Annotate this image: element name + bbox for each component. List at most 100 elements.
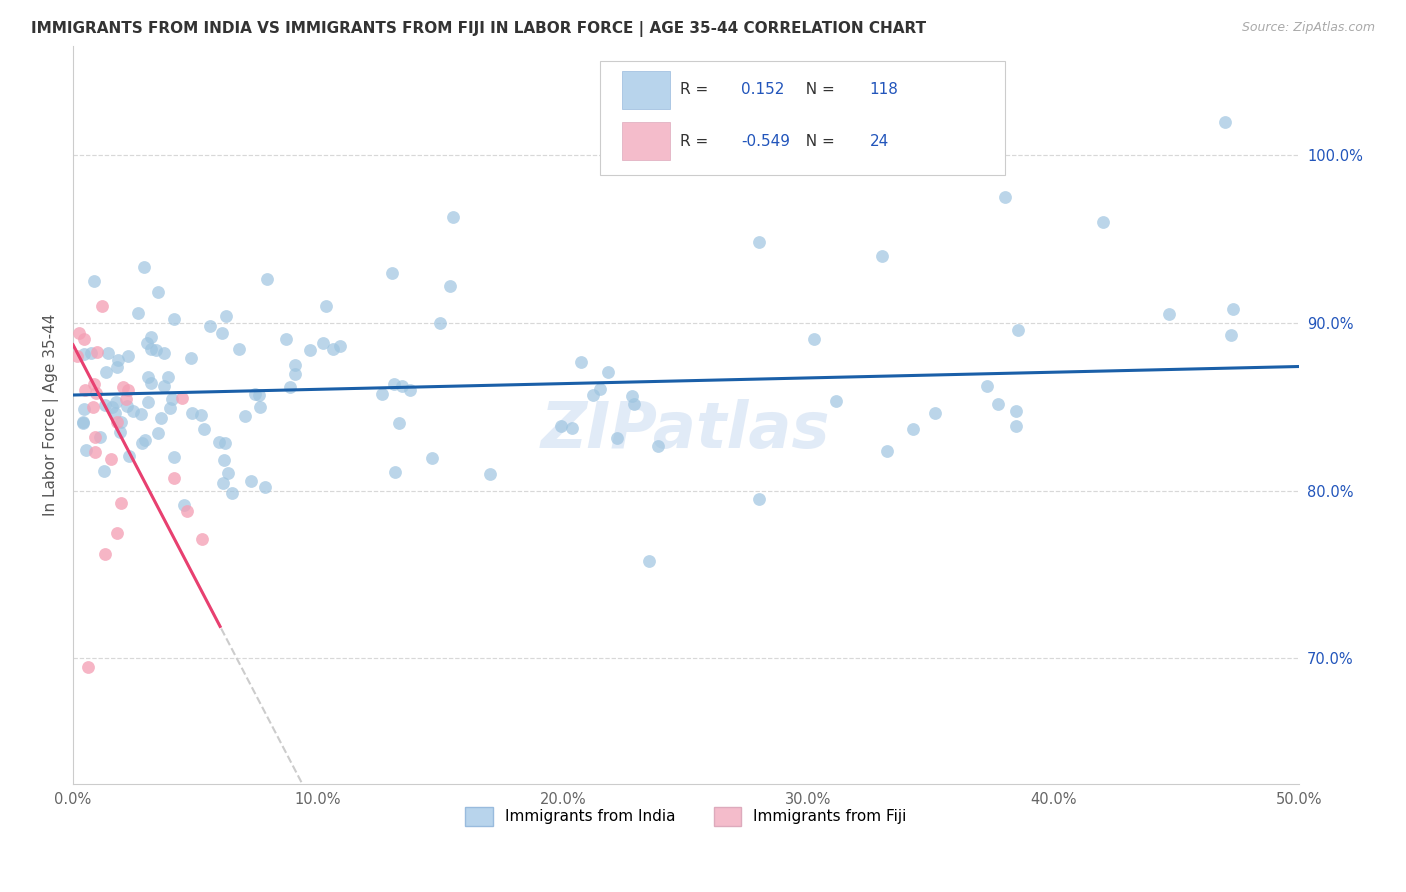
Point bbox=[146, 285, 169, 300]
Point bbox=[561, 421, 583, 435]
Point bbox=[157, 370, 180, 384]
Y-axis label: In Labor Force | Age 35-44: In Labor Force | Age 35-44 bbox=[44, 314, 59, 516]
Point bbox=[924, 406, 946, 420]
Point bbox=[162, 311, 184, 326]
FancyBboxPatch shape bbox=[600, 61, 1004, 176]
Point bbox=[284, 367, 307, 381]
Point bbox=[976, 378, 998, 392]
Point bbox=[582, 388, 605, 402]
Point bbox=[211, 326, 233, 341]
Text: R =: R = bbox=[679, 134, 713, 149]
Point bbox=[598, 365, 620, 379]
Point bbox=[190, 409, 212, 423]
Point bbox=[1213, 114, 1236, 128]
Point bbox=[247, 388, 270, 402]
Text: N =: N = bbox=[796, 82, 839, 97]
Point bbox=[748, 235, 770, 250]
Point bbox=[606, 431, 628, 445]
Point bbox=[94, 365, 117, 379]
Point bbox=[76, 659, 98, 673]
Point bbox=[83, 445, 105, 459]
Point bbox=[399, 383, 422, 397]
Point bbox=[381, 266, 404, 280]
Point bbox=[136, 395, 159, 409]
Point bbox=[110, 415, 132, 429]
Point bbox=[240, 474, 263, 488]
Point bbox=[72, 416, 94, 430]
Point bbox=[105, 360, 128, 375]
Point bbox=[254, 480, 277, 494]
Point bbox=[191, 532, 214, 546]
Point bbox=[118, 449, 141, 463]
Point bbox=[322, 343, 344, 357]
Point bbox=[139, 376, 162, 391]
Point bbox=[152, 379, 174, 393]
Point bbox=[312, 335, 335, 350]
Point bbox=[315, 299, 337, 313]
Point bbox=[139, 330, 162, 344]
Point bbox=[141, 343, 163, 357]
Text: 118: 118 bbox=[870, 82, 898, 97]
Point bbox=[93, 464, 115, 478]
Point bbox=[429, 316, 451, 330]
Point bbox=[73, 402, 96, 417]
FancyBboxPatch shape bbox=[621, 122, 669, 161]
Point bbox=[214, 436, 236, 450]
Point bbox=[117, 349, 139, 363]
Point bbox=[387, 416, 409, 430]
Point bbox=[825, 394, 848, 409]
Text: 0.152: 0.152 bbox=[741, 82, 785, 97]
Point bbox=[136, 370, 159, 384]
Point bbox=[94, 398, 117, 412]
Point bbox=[1007, 323, 1029, 337]
Point bbox=[278, 380, 301, 394]
Point bbox=[100, 452, 122, 467]
Point bbox=[115, 399, 138, 413]
Point bbox=[384, 465, 406, 479]
Point bbox=[1004, 404, 1026, 418]
Point bbox=[647, 439, 669, 453]
Point bbox=[134, 433, 156, 447]
Point bbox=[80, 346, 103, 360]
Point bbox=[993, 190, 1015, 204]
Text: IMMIGRANTS FROM INDIA VS IMMIGRANTS FROM FIJI IN LABOR FORCE | AGE 35-44 CORRELA: IMMIGRANTS FROM INDIA VS IMMIGRANTS FROM… bbox=[31, 21, 927, 37]
Point bbox=[105, 415, 128, 429]
Point bbox=[108, 425, 131, 440]
Point bbox=[146, 425, 169, 440]
Text: N =: N = bbox=[796, 134, 839, 149]
Text: ZIPatlas: ZIPatlas bbox=[541, 399, 831, 461]
Point bbox=[163, 450, 186, 464]
Point bbox=[104, 394, 127, 409]
Point bbox=[160, 392, 183, 406]
Point bbox=[623, 397, 645, 411]
Point bbox=[110, 496, 132, 510]
Text: -0.549: -0.549 bbox=[741, 134, 790, 149]
Point bbox=[193, 422, 215, 436]
Point bbox=[83, 274, 105, 288]
Point bbox=[65, 349, 87, 363]
Point bbox=[200, 318, 222, 333]
Point bbox=[75, 383, 97, 397]
Point bbox=[621, 389, 644, 403]
Point bbox=[114, 392, 136, 407]
Point bbox=[439, 278, 461, 293]
Point bbox=[131, 436, 153, 450]
Point bbox=[638, 554, 661, 568]
Point bbox=[1159, 307, 1181, 321]
Point bbox=[121, 404, 143, 418]
Point bbox=[75, 442, 97, 457]
Point bbox=[217, 466, 239, 480]
Point bbox=[870, 249, 893, 263]
Point bbox=[97, 346, 120, 360]
Point bbox=[569, 355, 592, 369]
Point bbox=[479, 467, 502, 481]
Point bbox=[89, 429, 111, 443]
Point bbox=[298, 343, 321, 358]
Point bbox=[212, 453, 235, 467]
Point bbox=[134, 260, 156, 274]
Point bbox=[876, 444, 898, 458]
Point bbox=[243, 387, 266, 401]
Point bbox=[117, 383, 139, 397]
FancyBboxPatch shape bbox=[621, 70, 669, 109]
Point bbox=[181, 406, 204, 420]
